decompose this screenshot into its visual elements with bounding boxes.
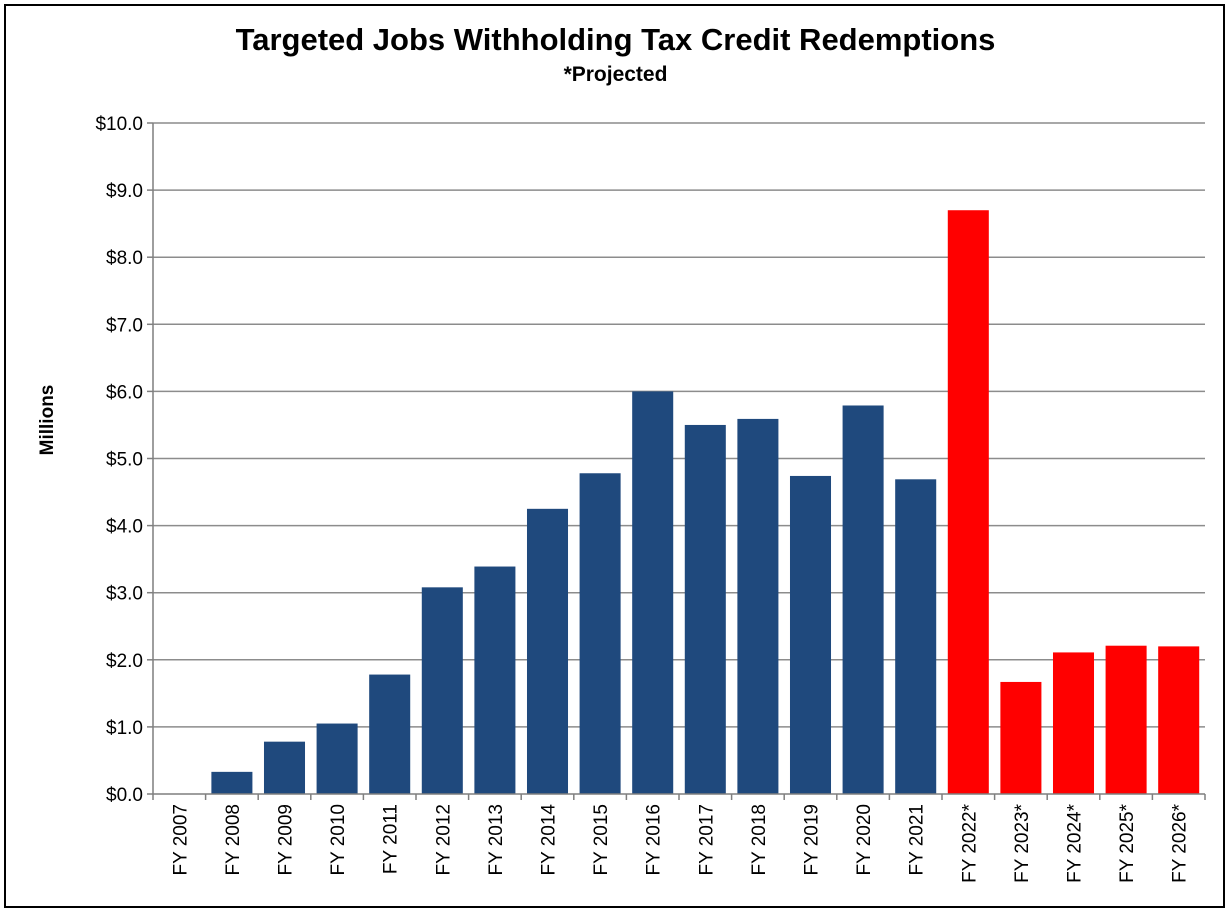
bar-fy-2019 bbox=[789, 475, 832, 794]
bar-fy-2016 bbox=[632, 391, 674, 794]
x-tick-label: FY 2016 bbox=[644, 804, 665, 875]
y-tick-label: $9.0 bbox=[106, 181, 143, 202]
bar-fy-2009 bbox=[263, 741, 306, 794]
y-tick-label: $5.0 bbox=[106, 450, 143, 471]
bar-fy-2025 bbox=[1105, 645, 1147, 794]
bar-fy-2023 bbox=[1000, 681, 1042, 794]
y-tick-label: $8.0 bbox=[106, 248, 143, 269]
y-tick-label: $7.0 bbox=[106, 315, 143, 336]
chart-subtitle: *Projected bbox=[563, 63, 668, 86]
y-axis-label: Millions bbox=[37, 385, 58, 456]
x-tick-label: FY 2010 bbox=[328, 804, 349, 875]
x-tick-label: FY 2017 bbox=[696, 804, 717, 875]
x-tick-label: FY 2008 bbox=[223, 804, 244, 875]
y-tick-label: $1.0 bbox=[106, 718, 143, 739]
bar-fy-2026 bbox=[1158, 646, 1200, 794]
bar-fy-2013 bbox=[474, 566, 516, 794]
y-tick-label: $6.0 bbox=[106, 382, 143, 403]
bar-fy-2008 bbox=[211, 771, 253, 794]
bar-fy-2017 bbox=[684, 424, 726, 794]
y-tick-label: $3.0 bbox=[106, 584, 143, 605]
x-tick-label: FY 2014 bbox=[539, 804, 560, 876]
x-tick-label: FY 2026* bbox=[1170, 803, 1191, 882]
gridlines bbox=[153, 122, 1205, 728]
y-tick-labels: $0.0 $1.0 $2.0 $3.0 $4.0 $5.0 $6.0 $7.0 $8.0 $9.0… bbox=[95, 114, 143, 806]
bar-fy-2011 bbox=[369, 674, 411, 794]
bar-fy-2021 bbox=[895, 479, 937, 794]
bars bbox=[211, 210, 1200, 795]
x-tick-label: FY 2024* bbox=[1065, 803, 1086, 882]
x-tick-label: FY 2020 bbox=[854, 804, 875, 875]
x-tick-labels: FY 2007 FY 2008 FY 2009 FY 2010 FY 2011 FY 20… bbox=[170, 803, 1190, 882]
y-tick-label: $10.0 bbox=[95, 114, 143, 135]
x-tick-label: FY 2022* bbox=[959, 803, 980, 882]
x-tick-label: FY 2015 bbox=[591, 804, 612, 875]
chart-title: Targeted Jobs Withholding Tax Credit Red… bbox=[235, 22, 996, 57]
bar-fy-2014 bbox=[526, 508, 569, 794]
x-tick-label: FY 2018 bbox=[749, 804, 770, 875]
x-tick-label: FY 2009 bbox=[276, 804, 297, 875]
bar-fy-2010 bbox=[316, 723, 358, 794]
bar-fy-2018 bbox=[737, 418, 779, 794]
y-tick-label: $4.0 bbox=[106, 517, 143, 538]
bar-fy-2012 bbox=[421, 587, 463, 794]
x-tick-label: FY 2021 bbox=[907, 804, 928, 875]
x-tick-label: FY 2013 bbox=[486, 804, 507, 875]
bar-fy-2024 bbox=[1052, 652, 1095, 794]
y-tick-label: $0.0 bbox=[106, 785, 143, 806]
x-tick-label: FY 2023* bbox=[1012, 803, 1033, 882]
x-tick-label: FY 2012 bbox=[433, 804, 454, 875]
x-tick-label: FY 2025* bbox=[1117, 803, 1138, 882]
x-tick-label: FY 2019 bbox=[802, 804, 823, 875]
axes bbox=[147, 122, 1206, 800]
bar-fy-2020 bbox=[842, 405, 884, 794]
bar-fy-2015 bbox=[579, 473, 621, 794]
bar-fy-2022 bbox=[947, 210, 989, 795]
x-tick-label: FY 2011 bbox=[381, 804, 402, 874]
y-tick-label: $2.0 bbox=[106, 651, 143, 672]
x-tick-label: FY 2007 bbox=[170, 804, 191, 875]
